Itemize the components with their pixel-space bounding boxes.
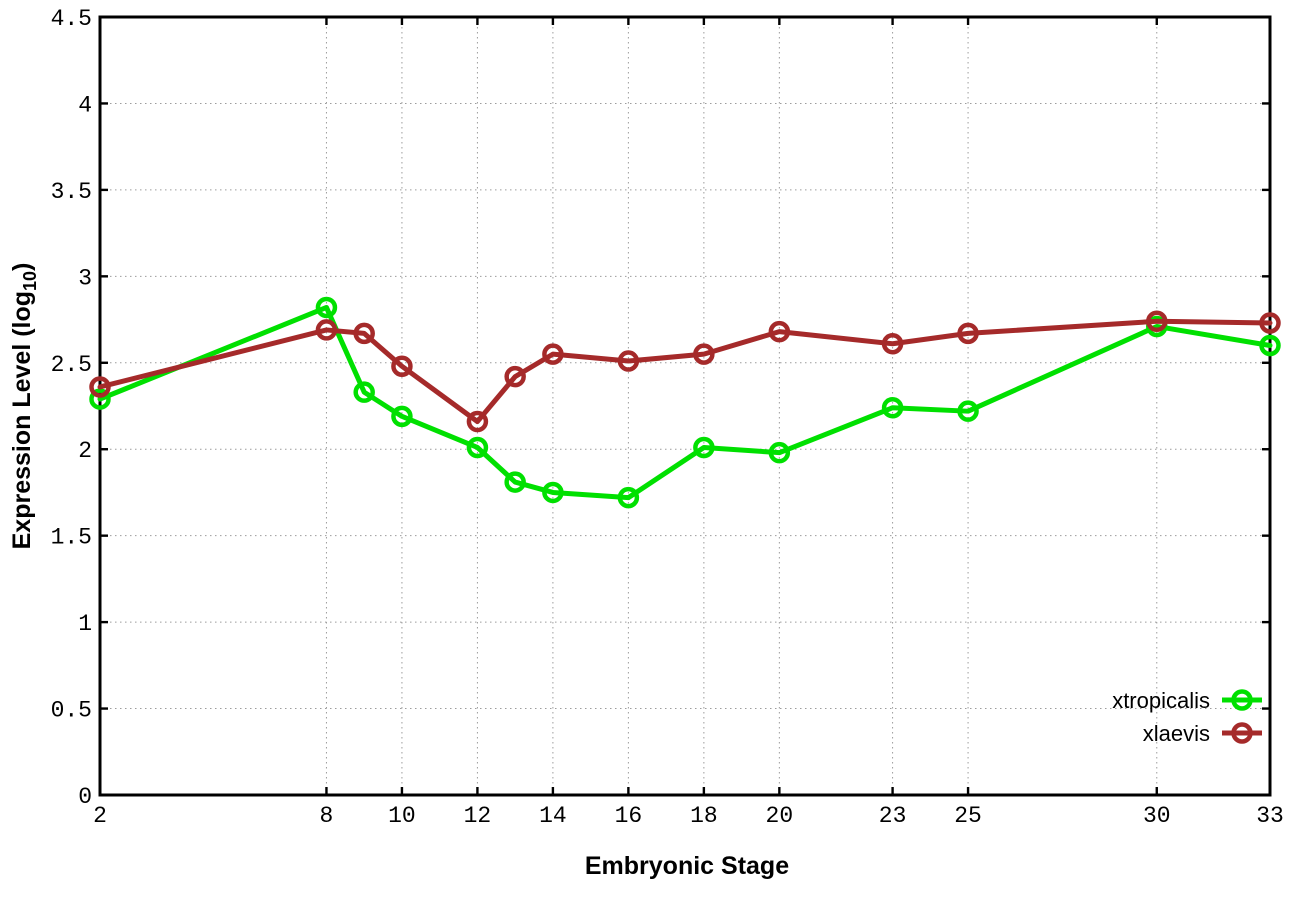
x-tick-label: 16 bbox=[615, 803, 643, 829]
data-point-xlaevis bbox=[1259, 312, 1281, 334]
x-tick-label: 2 bbox=[93, 803, 107, 829]
y-tick-label: 2 bbox=[78, 438, 92, 464]
data-point-xlaevis bbox=[315, 319, 338, 341]
data-point-xtropicalis bbox=[466, 436, 489, 459]
data-point-xtropicalis bbox=[353, 381, 375, 403]
data-point-xtropicalis bbox=[89, 388, 111, 410]
data-point-xtropicalis bbox=[693, 436, 715, 459]
legend-marker-xtropicalis bbox=[1231, 689, 1253, 711]
data-point-xtropicalis bbox=[957, 400, 979, 422]
y-tick-label: 2.5 bbox=[51, 352, 92, 378]
legend-label-xlaevis: xlaevis bbox=[1143, 721, 1210, 746]
y-axis-title: Expression Level (log10) bbox=[8, 263, 40, 550]
y-tick-label: 0.5 bbox=[51, 698, 92, 724]
y-tick-label: 1 bbox=[78, 611, 92, 637]
y-tick-label: 3 bbox=[78, 265, 92, 291]
data-point-xlaevis bbox=[89, 376, 111, 398]
data-point-xtropicalis bbox=[391, 405, 413, 428]
data-point-xtropicalis bbox=[617, 486, 640, 509]
data-point-xlaevis bbox=[1146, 310, 1168, 333]
data-point-xtropicalis bbox=[315, 296, 338, 319]
data-point-xlaevis bbox=[881, 333, 904, 355]
data-point-xlaevis bbox=[957, 322, 979, 345]
y-tick-label: 4 bbox=[78, 92, 92, 118]
data-point-xtropicalis bbox=[542, 481, 564, 504]
data-point-xlaevis bbox=[617, 350, 640, 372]
x-tick-label: 18 bbox=[690, 803, 718, 829]
legend-label-xtropicalis: xtropicalis bbox=[1112, 688, 1210, 713]
data-point-xtropicalis bbox=[1259, 334, 1281, 357]
data-point-xlaevis bbox=[353, 322, 375, 345]
x-tick-label: 12 bbox=[464, 803, 492, 829]
x-tick-label: 20 bbox=[766, 803, 794, 829]
data-point-xlaevis bbox=[768, 320, 791, 343]
data-point-xlaevis bbox=[466, 410, 489, 433]
x-tick-label: 33 bbox=[1256, 803, 1284, 829]
x-tick-label: 25 bbox=[954, 803, 982, 829]
data-point-xlaevis bbox=[542, 343, 564, 365]
data-point-xtropicalis bbox=[768, 441, 791, 464]
data-point-xlaevis bbox=[391, 355, 413, 377]
x-tick-label: 30 bbox=[1143, 803, 1171, 829]
y-tick-label: 4.5 bbox=[51, 6, 92, 32]
data-point-xlaevis bbox=[504, 365, 526, 388]
x-axis-title: Embryonic Stage bbox=[585, 852, 789, 880]
x-tick-label: 14 bbox=[539, 803, 567, 829]
x-tick-label: 23 bbox=[879, 803, 907, 829]
x-tick-label: 10 bbox=[388, 803, 416, 829]
legend-marker-xlaevis bbox=[1231, 722, 1253, 744]
y-tick-label: 3.5 bbox=[51, 179, 92, 205]
y-tick-label: 0 bbox=[78, 784, 92, 810]
data-point-xlaevis bbox=[693, 343, 715, 365]
x-tick-label: 8 bbox=[320, 803, 334, 829]
y-tick-label: 1.5 bbox=[51, 525, 92, 551]
data-point-xtropicalis bbox=[504, 471, 526, 493]
data-point-xtropicalis bbox=[881, 396, 904, 419]
